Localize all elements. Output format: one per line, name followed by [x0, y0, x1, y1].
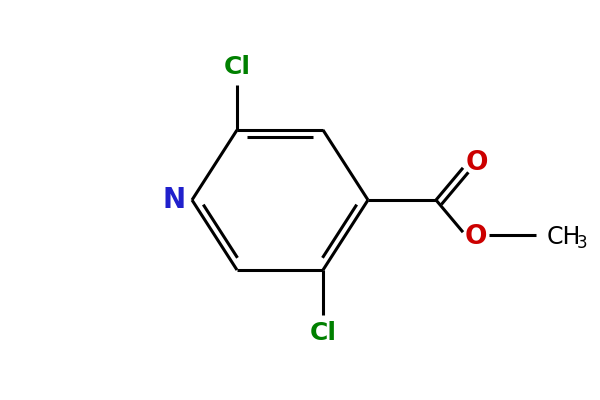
Text: N: N: [163, 186, 185, 214]
Text: O: O: [465, 224, 487, 250]
Text: CH: CH: [547, 225, 581, 249]
Text: Cl: Cl: [223, 55, 251, 79]
Text: 3: 3: [577, 234, 587, 252]
Text: O: O: [466, 150, 488, 176]
Text: Cl: Cl: [310, 321, 337, 345]
